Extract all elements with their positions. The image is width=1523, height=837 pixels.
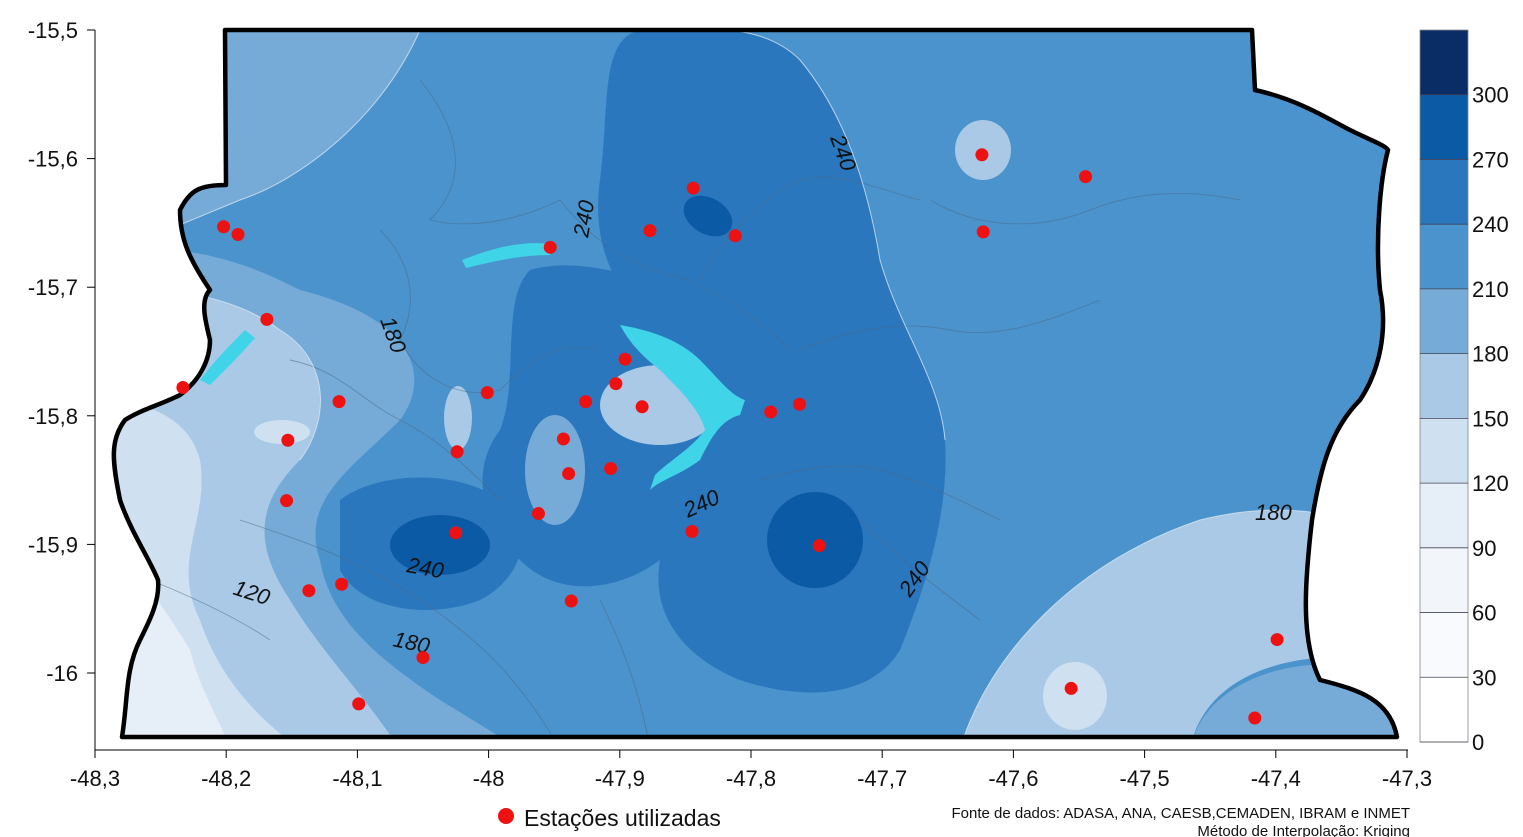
y-tick-label: -16 [46, 661, 78, 686]
x-tick-label: -47,4 [1251, 766, 1301, 791]
station-marker [1064, 681, 1078, 695]
legend-tick-label: 270 [1472, 147, 1509, 172]
station-marker [604, 462, 618, 476]
legend-band [1420, 94, 1468, 160]
station-marker [564, 594, 578, 608]
station-marker [976, 225, 990, 239]
station-marker [449, 526, 463, 540]
x-tick-label: -47,5 [1120, 766, 1170, 791]
station-marker [1270, 633, 1284, 647]
station-marker [1079, 170, 1093, 184]
x-tick-label: -48,1 [332, 766, 382, 791]
legend-tick-label: 60 [1472, 601, 1496, 626]
x-tick-label: -47,6 [988, 766, 1038, 791]
station-marker [618, 352, 632, 366]
station-marker [793, 397, 807, 411]
station-marker [543, 240, 557, 254]
y-tick-label: -15,7 [28, 275, 78, 300]
legend-tick-label: 90 [1472, 536, 1496, 561]
x-tick-label: -47,8 [726, 766, 776, 791]
legend-tick-label: 0 [1472, 730, 1484, 755]
source-line-1: Fonte de dados: ADASA, ANA, CAESB,CEMADE… [952, 805, 1411, 822]
source-line-2: Método de Interpolação: Kriging [1197, 823, 1410, 837]
legend-band [1420, 483, 1468, 549]
legend-band [1420, 353, 1468, 419]
x-tick-label: -48 [473, 766, 505, 791]
station-marker [531, 507, 545, 521]
legend-band [1420, 159, 1468, 225]
station-marker [231, 227, 245, 241]
station-marker [332, 395, 346, 409]
boundaries [149, 79, 1241, 749]
district-boundary [111, 27, 1400, 740]
x-tick-label: -47,3 [1382, 766, 1432, 791]
y-tick-label: -15,8 [28, 404, 78, 429]
station-marker [176, 381, 190, 395]
station-marker [562, 467, 576, 481]
station-marker [609, 377, 623, 391]
station-marker [579, 395, 593, 409]
station-legend-label: Estações utilizadas [524, 805, 721, 831]
station-marker [335, 577, 349, 591]
map-plot-area: 240 180 240 240 240 120 180 240 180 [95, 30, 1407, 749]
station-marker [260, 312, 274, 326]
legend-band [1420, 418, 1468, 484]
station-marker [728, 229, 742, 243]
station-marker [764, 405, 778, 419]
x-tick-label: -47,7 [857, 766, 907, 791]
legend-tick-label: 240 [1472, 212, 1509, 237]
y-tick-label: -15,5 [28, 18, 78, 43]
station-marker [685, 525, 699, 539]
station-marker [1248, 711, 1262, 725]
station-marker [280, 494, 294, 508]
legend-tick-label: 30 [1472, 665, 1496, 690]
station-marker [416, 651, 430, 665]
x-tick-label: -47,9 [595, 766, 645, 791]
y-tick-label: -15,9 [28, 532, 78, 557]
legend-tick-label: 120 [1472, 471, 1509, 496]
station-marker [556, 432, 570, 446]
stations-layer [176, 148, 1284, 725]
legend-band [1420, 612, 1468, 678]
legend-band [1420, 547, 1468, 614]
legend-band [1420, 224, 1468, 290]
legend-tick-label: 150 [1472, 406, 1509, 431]
x-axis-ticks: -48,3 -48,2 -48,1 -48 -47,9 -47,8 -47,7 -47,6 -4… [70, 750, 1432, 791]
station-marker [975, 148, 989, 162]
y-axis-ticks: -15,5 -15,6 -15,7 -15,8 -15,9 -16 [28, 18, 95, 686]
station-marker [686, 181, 700, 195]
legend-band [1420, 288, 1468, 355]
station-marker [281, 433, 295, 447]
station-marker [480, 386, 494, 400]
station-marker [352, 697, 366, 711]
contour-label: 180 [1255, 500, 1292, 525]
x-tick-label: -48,2 [201, 766, 251, 791]
legend-band [1420, 30, 1468, 96]
station-marker [302, 584, 316, 598]
x-tick-label: -48,3 [70, 766, 120, 791]
legend-tick-label: 300 [1472, 83, 1509, 108]
station-marker [217, 220, 231, 234]
legend-tick-label: 210 [1472, 277, 1509, 302]
legend-band [1420, 677, 1468, 743]
station-marker [450, 445, 464, 459]
station-marker [643, 224, 657, 238]
legend-tick-label: 180 [1472, 342, 1509, 367]
station-legend-marker [498, 808, 514, 824]
station-marker [812, 539, 826, 553]
station-marker [635, 400, 649, 414]
y-tick-label: -15,6 [28, 147, 78, 172]
